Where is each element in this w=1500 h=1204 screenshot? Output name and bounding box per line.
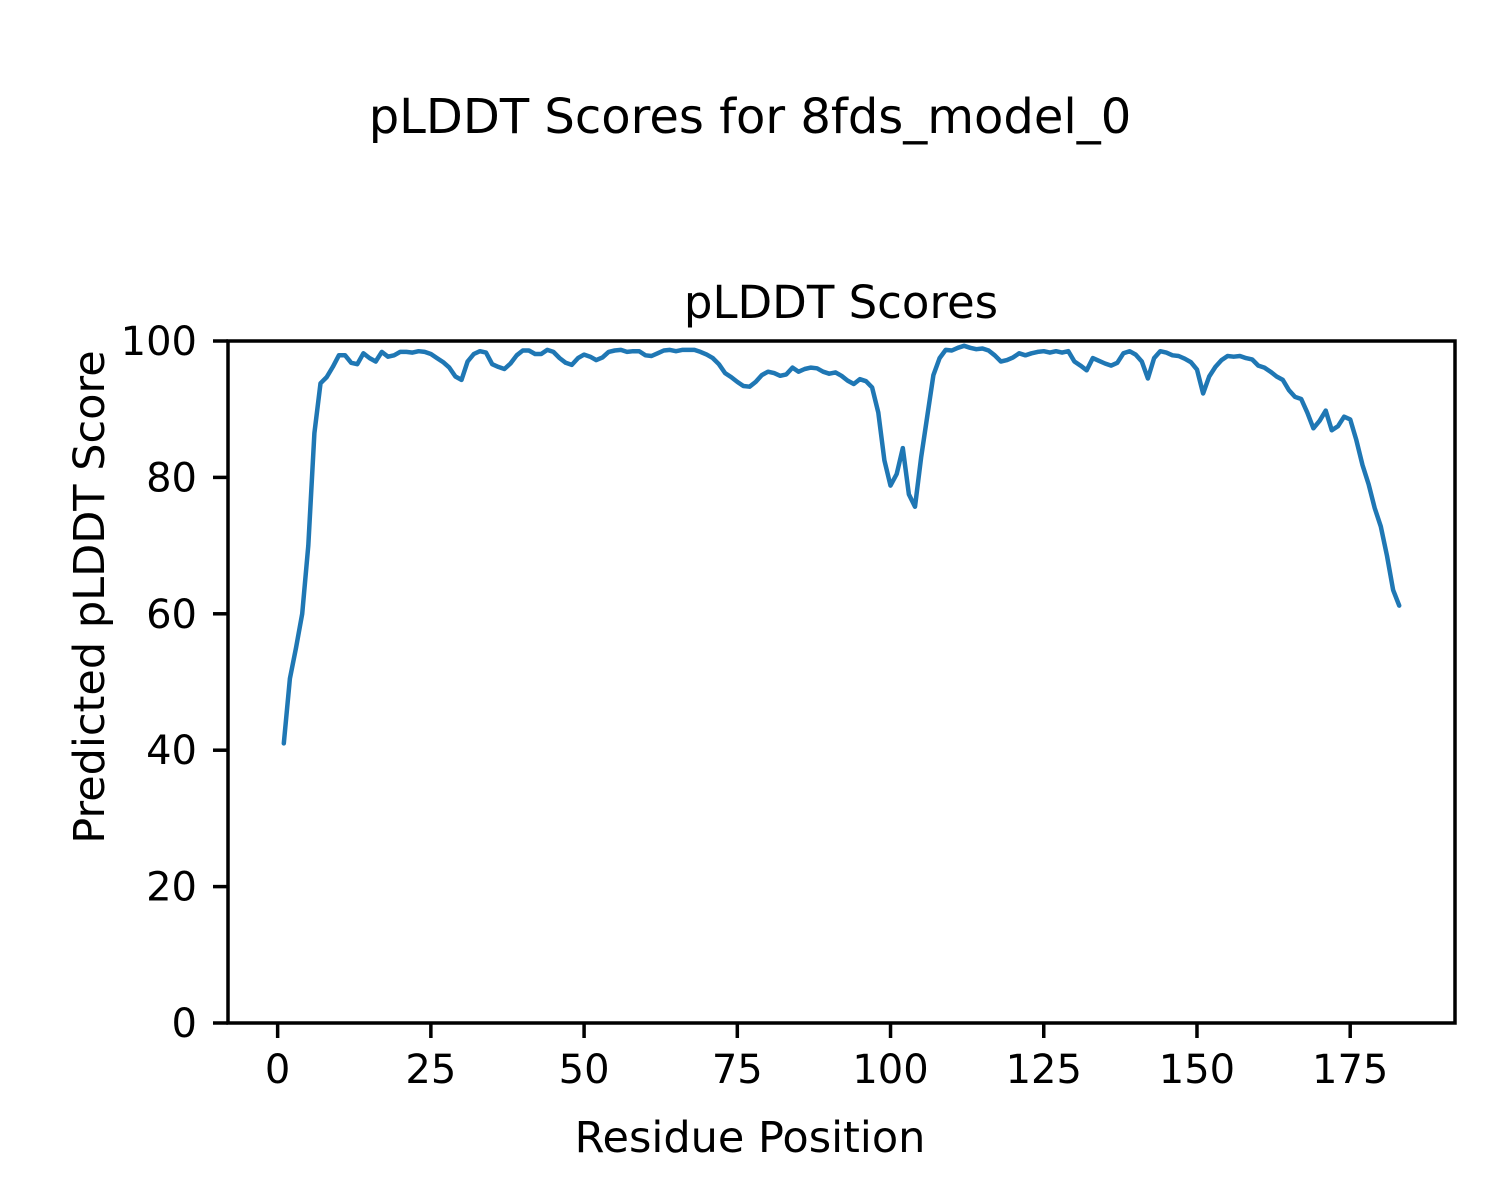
figure-suptitle: pLDDT Scores for 8fds_model_0 <box>369 89 1132 145</box>
y-tick-label: 60 <box>146 592 197 638</box>
x-tick-label: 150 <box>1159 1047 1235 1093</box>
axes-title: pLDDT Scores <box>684 276 998 329</box>
x-tick-label: 0 <box>265 1047 290 1093</box>
y-tick-label: 80 <box>146 455 197 501</box>
x-axis-label: Residue Position <box>575 1113 926 1163</box>
data-line-layer <box>281 343 1402 746</box>
y-tick-label: 100 <box>121 319 197 365</box>
axes-frame <box>226 339 1457 1025</box>
y-axis-label: Predicted pLDDT Score <box>65 350 115 843</box>
x-tick-label: 100 <box>852 1047 928 1093</box>
axis-ticks: 0 25 50 75 100 125 150 175 0 20 40 60 80 100 <box>121 319 1389 1093</box>
y-tick-label: 20 <box>146 865 197 911</box>
x-tick-label: 125 <box>1006 1047 1082 1093</box>
x-tick-label: 175 <box>1312 1047 1388 1093</box>
x-tick-label: 25 <box>405 1047 456 1093</box>
plddt-score-line <box>281 343 1402 746</box>
y-tick-label: 0 <box>172 1001 197 1047</box>
x-tick-label: 75 <box>712 1047 763 1093</box>
x-tick-label: 50 <box>559 1047 610 1093</box>
y-tick-label: 40 <box>146 728 197 774</box>
